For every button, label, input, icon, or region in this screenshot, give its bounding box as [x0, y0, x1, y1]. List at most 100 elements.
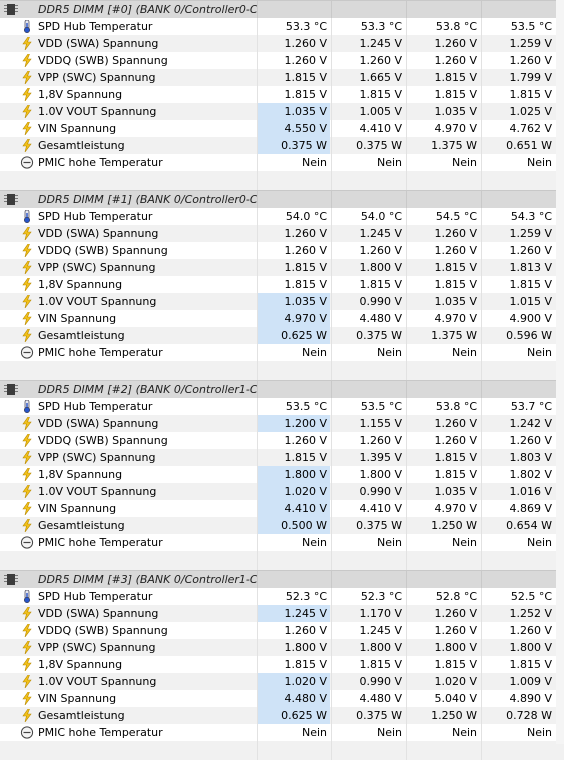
- sensor-row[interactable]: PMIC hohe Temperatur Nein Nein Nein Nein: [0, 344, 564, 361]
- sensor-row[interactable]: VDD (SWA) Spannung 1.200 V 1.155 V 1.260 V 1…: [0, 415, 564, 432]
- column-separator: [406, 622, 407, 639]
- sensor-row[interactable]: VDD (SWA) Spannung 1.260 V 1.245 V 1.260 V 1…: [0, 225, 564, 242]
- maximum-value: 1.815 V: [434, 261, 477, 274]
- sensor-row[interactable]: 1.0V VOUT Spannung 1.020 V 0.990 V 1.020 V 1…: [0, 673, 564, 690]
- column-separator: [257, 86, 258, 103]
- column-separator: [331, 35, 332, 52]
- column-separator: [481, 137, 482, 154]
- average-value: 53.5 °C: [510, 20, 552, 33]
- group-header-dimm-1[interactable]: DDR5 DIMM [#1] (BANK 0/Controller0-Cha..…: [0, 190, 564, 208]
- sensor-row[interactable]: 1,8V Spannung 1.815 V 1.815 V 1.815 V 1.815 …: [0, 276, 564, 293]
- average-value: 1.813 V: [509, 261, 552, 274]
- lightning-icon: [20, 691, 34, 706]
- column-separator: [406, 500, 407, 517]
- group-header-dimm-2[interactable]: DDR5 DIMM [#2] (BANK 0/Controller1-Cha..…: [0, 380, 564, 398]
- sensor-row[interactable]: VDDQ (SWB) Spannung 1.260 V 1.245 V 1.260 V…: [0, 622, 564, 639]
- sensor-row[interactable]: VDDQ (SWB) Spannung 1.260 V 1.260 V 1.260 V…: [0, 52, 564, 69]
- column-separator: [257, 361, 258, 380]
- minimum-value: 1.260 V: [359, 434, 402, 447]
- sensor-label: VPP (SWC) Spannung: [38, 71, 156, 84]
- sensor-row[interactable]: Gesamtleistung 0.625 W 0.375 W 1.375 W 0.596…: [0, 327, 564, 344]
- sensor-row[interactable]: PMIC hohe Temperatur Nein Nein Nein Nein: [0, 724, 564, 741]
- sensor-row[interactable]: SPD Hub Temperatur 53.3 °C 53.3 °C 53.8 °C 5…: [0, 18, 564, 35]
- maximum-value: 1.815 V: [434, 278, 477, 291]
- sensor-row[interactable]: VIN Spannung 4.970 V 4.480 V 4.970 V 4.900 V: [0, 310, 564, 327]
- average-value: 1.815 V: [509, 658, 552, 671]
- sensor-row[interactable]: 1,8V Spannung 1.815 V 1.815 V 1.815 V 1.815 …: [0, 86, 564, 103]
- column-separator: [406, 35, 407, 52]
- group-header-dimm-0[interactable]: DDR5 DIMM [#0] (BANK 0/Controller0-Cha..…: [0, 0, 564, 18]
- sensor-row[interactable]: SPD Hub Temperatur 52.3 °C 52.3 °C 52.8 °C 5…: [0, 588, 564, 605]
- sensor-label: SPD Hub Temperatur: [38, 400, 153, 413]
- sensor-row[interactable]: VDDQ (SWB) Spannung 1.260 V 1.260 V 1.260 V…: [0, 242, 564, 259]
- average-value: 1.815 V: [509, 88, 552, 101]
- current-value: 0.625 W: [258, 327, 330, 344]
- sensor-row[interactable]: PMIC hohe Temperatur Nein Nein Nein Nein: [0, 154, 564, 171]
- column-separator: [257, 707, 258, 724]
- maximum-value: 1.035 V: [434, 485, 477, 498]
- sensor-row[interactable]: VDDQ (SWB) Spannung 1.260 V 1.260 V 1.260 V…: [0, 432, 564, 449]
- sensor-row[interactable]: VDD (SWA) Spannung 1.260 V 1.245 V 1.260 V 1…: [0, 35, 564, 52]
- sensor-row[interactable]: Gesamtleistung 0.500 W 0.375 W 1.250 W 0.654…: [0, 517, 564, 534]
- sensor-row[interactable]: 1.0V VOUT Spannung 1.020 V 0.990 V 1.035 V 1…: [0, 483, 564, 500]
- column-separator: [331, 327, 332, 344]
- sensor-row[interactable]: 1,8V Spannung 1.800 V 1.800 V 1.815 V 1.802 …: [0, 466, 564, 483]
- sensor-row[interactable]: 1.0V VOUT Spannung 1.035 V 0.990 V 1.035 V 1…: [0, 293, 564, 310]
- sensor-row[interactable]: VPP (SWC) Spannung 1.800 V 1.800 V 1.800 V 1…: [0, 639, 564, 656]
- maximum-value: 1.260 V: [434, 607, 477, 620]
- sensor-row[interactable]: VPP (SWC) Spannung 1.815 V 1.665 V 1.815 V 1…: [0, 69, 564, 86]
- current-value: 4.410 V: [258, 500, 330, 517]
- sensor-row[interactable]: Gesamtleistung 0.375 W 0.375 W 1.375 W 0.651…: [0, 137, 564, 154]
- sensor-row[interactable]: PMIC hohe Temperatur Nein Nein Nein Nein: [0, 534, 564, 551]
- memory-chip-icon: [4, 193, 18, 206]
- column-separator: [481, 381, 482, 398]
- column-separator: [331, 225, 332, 242]
- group-spacer: [0, 171, 564, 190]
- average-value: 54.3 °C: [510, 210, 552, 223]
- column-separator: [481, 361, 482, 380]
- sensor-label: VIN Spannung: [38, 312, 117, 325]
- group-header-dimm-3[interactable]: DDR5 DIMM [#3] (BANK 0/Controller1-Cha..…: [0, 570, 564, 588]
- column-separator: [481, 432, 482, 449]
- minimum-value: 1.260 V: [359, 244, 402, 257]
- column-separator: [331, 466, 332, 483]
- column-separator: [481, 517, 482, 534]
- sensor-label: SPD Hub Temperatur: [38, 210, 153, 223]
- minimum-value: 0.375 W: [356, 709, 402, 722]
- current-value: 1.815 V: [284, 261, 327, 274]
- column-separator: [257, 293, 258, 310]
- sensor-row[interactable]: Gesamtleistung 0.625 W 0.375 W 1.250 W 0.728…: [0, 707, 564, 724]
- maximum-value: 1.815 V: [434, 658, 477, 671]
- sensor-row[interactable]: VPP (SWC) Spannung 1.815 V 1.395 V 1.815 V 1…: [0, 449, 564, 466]
- sensor-row[interactable]: VDD (SWA) Spannung 1.245 V 1.170 V 1.260 V 1…: [0, 605, 564, 622]
- maximum-value: 1.375 W: [431, 139, 477, 152]
- sensor-row[interactable]: VIN Spannung 4.410 V 4.410 V 4.970 V 4.869 V: [0, 500, 564, 517]
- column-separator: [406, 639, 407, 656]
- sensor-row[interactable]: 1.0V VOUT Spannung 1.035 V 1.005 V 1.035 V 1…: [0, 103, 564, 120]
- sensor-row[interactable]: 1,8V Spannung 1.815 V 1.815 V 1.815 V 1.815 …: [0, 656, 564, 673]
- vertical-scrollbar[interactable]: [556, 0, 564, 744]
- sensor-row[interactable]: VIN Spannung 4.480 V 4.480 V 5.040 V 4.890 V: [0, 690, 564, 707]
- maximum-value: Nein: [451, 726, 477, 739]
- average-value: 4.890 V: [509, 692, 552, 705]
- column-separator: [406, 1, 407, 18]
- column-separator: [257, 171, 258, 190]
- average-value: 1.799 V: [509, 71, 552, 84]
- column-separator: [406, 551, 407, 570]
- sensor-row[interactable]: VIN Spannung 4.550 V 4.410 V 4.970 V 4.762 V: [0, 120, 564, 137]
- current-value: 53.5 °C: [285, 400, 327, 413]
- column-separator: [406, 517, 407, 534]
- current-value: 1.815 V: [284, 451, 327, 464]
- minimum-value: 0.990 V: [359, 295, 402, 308]
- sensor-row[interactable]: VPP (SWC) Spannung 1.815 V 1.800 V 1.815 V 1…: [0, 259, 564, 276]
- minimum-value: Nein: [376, 346, 402, 359]
- maximum-value: 1.260 V: [434, 54, 477, 67]
- average-value: 52.5 °C: [510, 590, 552, 603]
- lightning-icon: [20, 53, 34, 68]
- sensor-row[interactable]: SPD Hub Temperatur 53.5 °C 53.5 °C 53.8 °C 5…: [0, 398, 564, 415]
- column-separator: [406, 293, 407, 310]
- minimum-value: 1.245 V: [359, 624, 402, 637]
- current-value: 4.970 V: [258, 310, 330, 327]
- sensor-row[interactable]: SPD Hub Temperatur 54.0 °C 54.0 °C 54.5 °C 5…: [0, 208, 564, 225]
- minimum-value: 1.005 V: [359, 105, 402, 118]
